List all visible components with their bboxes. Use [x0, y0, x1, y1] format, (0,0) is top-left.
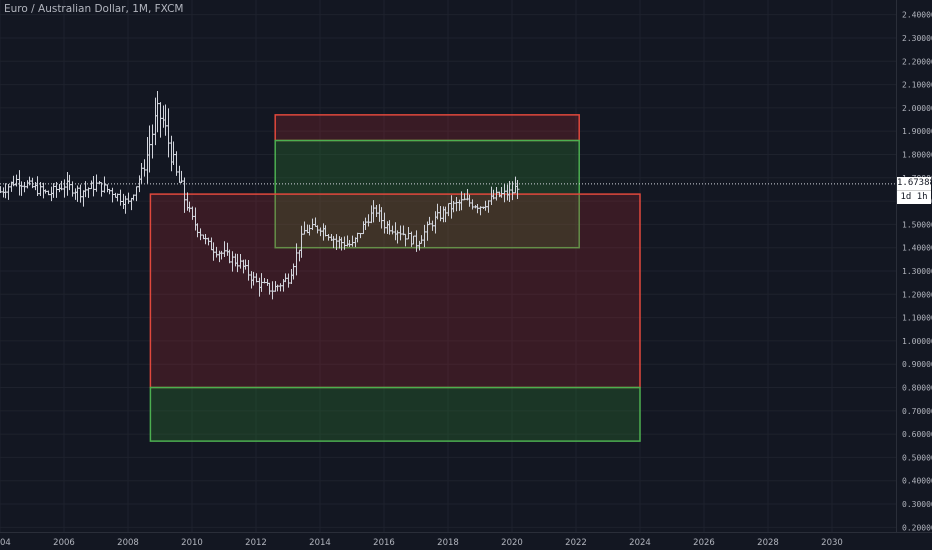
- y-tick-label: 1.10000: [902, 314, 932, 323]
- x-tick-label: 2004: [0, 538, 11, 548]
- chart-title: Euro / Australian Dollar, 1M, FXCM: [4, 3, 184, 15]
- x-tick-label: 2010: [181, 538, 203, 548]
- x-tick-label: 2026: [693, 538, 715, 548]
- x-tick-label: 2006: [53, 538, 75, 548]
- x-tick-label: 2016: [373, 538, 395, 548]
- x-tick-label: 2018: [437, 538, 459, 548]
- x-tick-label: 2022: [565, 538, 587, 548]
- x-tick-label: 2030: [821, 538, 843, 548]
- y-tick-label: 2.10000: [902, 81, 932, 90]
- x-tick-label: 2028: [757, 538, 779, 548]
- x-tick-label: 2024: [629, 538, 651, 548]
- last-price-label: 1.67388: [897, 177, 932, 191]
- target-zone-3: [149, 386, 641, 442]
- x-tick-label: 2012: [245, 538, 267, 548]
- stop-zone-0: [274, 114, 580, 142]
- bar-countdown-label: 1d 1h: [897, 190, 931, 205]
- x-tick-label: 2014: [309, 538, 331, 548]
- x-tick-label: 2020: [501, 538, 523, 548]
- x-tick-label: 2008: [117, 538, 139, 548]
